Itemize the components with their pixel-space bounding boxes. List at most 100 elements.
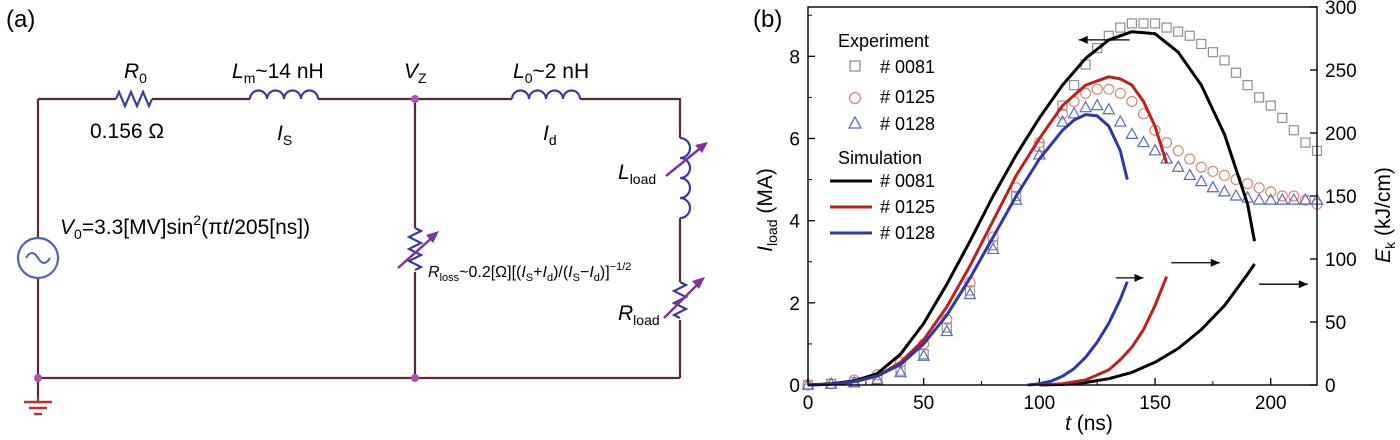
exp-0125-point — [1126, 95, 1138, 108]
vz-label: VZ — [404, 60, 427, 86]
exp-0081-point — [1288, 125, 1299, 136]
exp-0125-point — [1161, 136, 1173, 149]
exp-0128-point — [1252, 192, 1266, 205]
exp-0081-point — [1126, 18, 1138, 29]
exp-0128-point — [1183, 168, 1197, 181]
exp-0125-point — [1114, 87, 1126, 99]
exp-0081-point — [1207, 47, 1218, 58]
l0-label: L0~2 nH — [513, 60, 589, 86]
exp-0128-point — [1148, 143, 1162, 156]
exp-0125-point — [1241, 178, 1254, 190]
exp-0081-point — [1300, 137, 1311, 148]
sim-energy-line-0125 — [1039, 276, 1168, 387]
exp-0081-point — [1115, 22, 1126, 33]
node-bottom-left — [34, 374, 42, 382]
rload-resistor-icon — [671, 281, 689, 319]
exp-0128-point — [1102, 102, 1116, 115]
panel-a-tag: (a) — [6, 6, 35, 33]
y-left-tick-label: 8 — [789, 47, 800, 68]
exp-0128-point — [1067, 106, 1081, 119]
exp-0125-point — [1091, 83, 1103, 95]
exp-0125-point — [1265, 186, 1277, 198]
lm-inductor-icon — [248, 89, 320, 100]
arrowhead-icon — [1078, 35, 1088, 44]
exp-0125-point — [1207, 165, 1219, 177]
exp-0125-point — [1103, 83, 1115, 95]
rload-label: Rload — [618, 302, 660, 328]
exp-0128-point — [986, 242, 1000, 255]
exp-0081-point — [1161, 22, 1172, 33]
exp-0081-point — [1092, 42, 1103, 54]
exp-0128-point — [1298, 192, 1312, 205]
source-formula: V0=3.3[MV]sin2(πt/205[ns]) — [60, 212, 310, 242]
y-right-tick-label: 200 — [1325, 124, 1357, 145]
exp-0081-point — [941, 322, 952, 333]
y-left-tick-label: 2 — [789, 294, 800, 315]
y-right-tick-label: 0 — [1325, 376, 1336, 397]
exp-0128-point — [870, 372, 884, 385]
y-right-tick-label: 100 — [1325, 250, 1357, 271]
y-left-tick-label: 4 — [789, 212, 800, 233]
legend-triangle-marker-icon — [847, 115, 863, 129]
exp-0125-point — [1276, 190, 1288, 202]
panel-b: (b) 0 50 100 150 20002468050100150200250300 … — [753, 0, 1398, 435]
exp-0081-point — [1230, 67, 1242, 78]
legend-exp-0128: # 0128 — [880, 114, 935, 134]
wire-top-left — [38, 97, 682, 138]
exp-0128-point — [1079, 100, 1093, 113]
sim-energy-line-0081 — [1039, 263, 1256, 387]
y-right-axis-label: Ek (kJ/cm) — [1372, 167, 1398, 263]
ground-icon — [24, 398, 52, 416]
exp-0081-point — [964, 285, 976, 296]
l0-inductor-icon — [510, 89, 582, 100]
exp-0081-point — [1057, 100, 1068, 111]
exp-0128-point — [1194, 174, 1208, 187]
exp-0125-point — [1184, 153, 1196, 165]
exp-0081-point — [1219, 55, 1230, 66]
y-left-axis-label: Iload (MA) — [754, 168, 780, 252]
exp-0128-point — [1125, 127, 1139, 139]
node-vz — [411, 95, 419, 103]
exp-0128-point — [1217, 184, 1231, 197]
rloss-resistor-icon — [406, 227, 424, 271]
lload-label: Lload — [618, 161, 656, 187]
exp-0081-point — [1265, 100, 1276, 111]
exp-0125-point — [987, 231, 999, 243]
exp-0081-point — [1184, 30, 1195, 41]
exp-0128-point — [1229, 188, 1243, 201]
arrowhead-icon — [1210, 258, 1220, 267]
x-tick-label: 150 — [1139, 393, 1171, 414]
exp-0081-point — [1196, 38, 1207, 50]
r0-resistor-icon — [114, 89, 154, 109]
lload-inductor-icon — [679, 136, 692, 220]
node-bottom-mid — [411, 374, 419, 382]
r0-value: 0.156 Ω — [90, 120, 164, 143]
exp-0081-point — [1242, 79, 1253, 91]
r0-label: R0 — [124, 60, 147, 86]
legend-circle-marker-icon — [848, 91, 862, 105]
exp-0081-point — [1138, 18, 1149, 29]
exp-0128-point — [1136, 135, 1150, 148]
legend: Experiment # 0081 # 0125 # 0128 Simulati… — [830, 31, 935, 243]
legend-simulation-title: Simulation — [838, 148, 922, 168]
rloss-arrowhead-icon — [426, 231, 439, 243]
exp-0125-point — [1172, 145, 1184, 157]
chart-plot: 0 50 100 150 200 0 2 4 6 8 0 50 100 150 200 250 300 — [789, 0, 1356, 414]
y-left-tick-label: 0 — [789, 376, 800, 397]
exp-0128-point — [1113, 114, 1127, 127]
legend-experiment-title: Experiment — [838, 31, 929, 51]
exp-0125-point — [1218, 169, 1231, 182]
legend-sim-0128: # 0128 — [880, 223, 935, 243]
lm-label: Lm~14 nH — [232, 60, 324, 86]
exp-0128-point — [1206, 180, 1220, 193]
exp-0125-point — [1080, 87, 1092, 99]
exp-0128-point — [894, 365, 908, 378]
legend-sim-0081: # 0081 — [880, 171, 935, 191]
y-left-tick-label: 6 — [789, 129, 800, 150]
x-tick-label: 50 — [913, 393, 934, 414]
arrowhead-icon — [1298, 280, 1308, 289]
exp-0128-point — [1055, 114, 1070, 127]
arrowhead-icon — [1134, 273, 1144, 282]
exp-0081-point — [1173, 26, 1184, 37]
lload-arrowhead-icon — [695, 142, 708, 153]
